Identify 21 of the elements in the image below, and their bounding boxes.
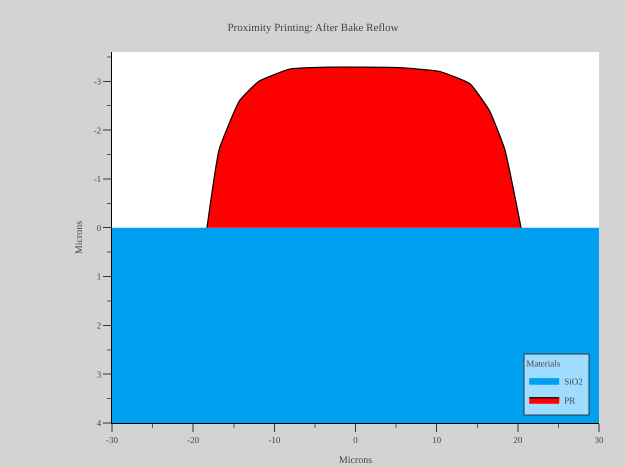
chart-title: Proximity Printing: After Bake Reflow <box>227 22 399 34</box>
y-tick-label: 4 <box>96 418 102 428</box>
legend-title: Materials <box>526 358 561 368</box>
x-tick-label: -20 <box>187 434 200 445</box>
x-tick-label: 0 <box>353 434 358 445</box>
y-tick-label: 1 <box>96 272 102 282</box>
x-tick-label: 30 <box>594 434 604 445</box>
legend-label: SiO2 <box>564 376 583 386</box>
y-tick-label: 2 <box>96 320 102 331</box>
legend-label: PR <box>564 395 576 406</box>
y-tick-label: -2 <box>94 125 102 136</box>
x-tick-label: 20 <box>513 434 523 445</box>
x-tick-label: -30 <box>106 434 118 445</box>
x-tick-label: -10 <box>268 434 281 445</box>
y-tick-label: 3 <box>96 369 102 380</box>
y-axis-title: Microns <box>74 220 85 254</box>
y-tick-label: -3 <box>94 76 102 86</box>
y-tick-label: -1 <box>94 174 102 184</box>
x-tick-label: 10 <box>432 434 442 445</box>
x-axis-title: Microns <box>338 455 372 466</box>
y-tick-label: 0 <box>96 222 102 233</box>
